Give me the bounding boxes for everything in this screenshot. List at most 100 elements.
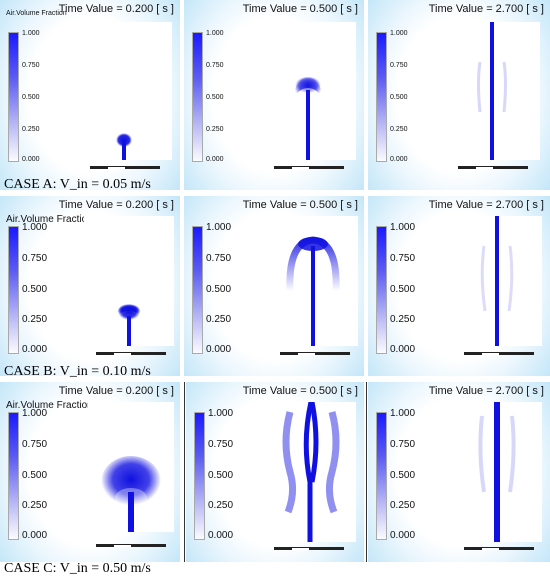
divider [366,382,367,562]
air-plume [478,402,516,542]
legend-tick: 1.000 [390,30,408,37]
legend-tick: 0.500 [22,470,48,481]
panel-case-c-t0200: Time Value = 0.200 [ s ] Air.Volume Frac… [0,382,180,562]
legend-tick: 1.000 [206,30,224,37]
legend-tick: 1.000 [22,30,40,37]
legend-tick: 0.000 [390,156,408,163]
time-label: Time Value = 0.200 [ s ] [58,3,174,15]
simulation-domain [88,402,174,532]
legend-tick: 0.750 [390,253,416,264]
legend-tick: 1.000 [208,408,234,419]
panel-case-b-t2700: Time Value = 2.700 [ s ] 1.000 0.750 0.5… [368,196,550,376]
legend-tick: 0.250 [208,500,234,511]
legend-tick: 1.000 [22,408,48,419]
air-plume [282,402,340,542]
time-label: Time Value = 2.700 [ s ] [428,385,544,397]
legend-tick: 0.500 [206,284,232,295]
legend-tick: 0.750 [390,62,408,69]
legend-tick: 0.000 [206,344,232,355]
panel-case-a-t0500: Time Value = 0.500 [ s ] 1.000 0.750 0.5… [184,0,364,190]
color-bar [194,412,205,540]
color-bar [8,226,19,354]
legend-tick: 1.000 [390,222,416,233]
scale-bar [96,352,166,355]
air-plume [116,133,132,160]
color-bar [192,226,203,354]
case-label: CASE B: V_in = 0.10 m/s [4,364,151,379]
legend-tick: 0.500 [390,94,408,101]
legend-tick: 0.250 [206,314,232,325]
legend-tick: 0.000 [22,530,48,541]
legend-tick: 0.000 [22,344,48,355]
legend-tick: 0.500 [22,94,40,101]
panel-case-b-t0200: Time Value = 0.200 [ s ] Air.Volume Frac… [0,196,180,376]
divider [184,382,185,562]
simulation-domain [444,22,540,160]
time-label: Time Value = 0.500 [ s ] [242,3,358,15]
air-plume [101,456,161,532]
legend-tick: 0.500 [390,470,416,481]
simulation-domain [76,22,172,160]
panel-case-a-t2700: Time Value = 2.700 [ s ] 1.000 0.750 0.5… [368,0,550,190]
simulation-domain [260,22,356,160]
scale-bar [96,544,166,547]
scale-bar [90,166,160,169]
air-plume [480,216,514,346]
simulation-domain [452,216,542,346]
legend-tick: 0.250 [22,500,48,511]
case-label: CASE A: V_in = 0.05 m/s [4,177,151,192]
case-label: CASE C: V_in = 0.50 m/s [4,561,151,576]
scale-bar [280,352,350,355]
color-bar [376,226,387,354]
color-bar [8,412,19,540]
legend-tick: 0.500 [22,284,48,295]
legend-tick: 0.000 [22,156,40,163]
scale-bar [274,166,344,169]
legend-tick: 0.000 [208,530,234,541]
legend-tick: 0.000 [390,530,416,541]
scale-bar [458,166,528,169]
panel-case-c-t0500: Time Value = 0.500 [ s ] 1.000 0.750 0.5… [186,382,364,562]
panel-case-c-t2700: Time Value = 2.700 [ s ] 1.000 0.750 0.5… [368,382,550,562]
panel-case-b-t0500: Time Value = 0.500 [ s ] 1.000 0.750 0.5… [184,196,364,376]
legend-tick: 1.000 [206,222,232,233]
legend-tick: 1.000 [390,408,416,419]
legend-tick: 0.750 [206,62,224,69]
legend-tick: 0.250 [390,500,416,511]
time-label: Time Value = 2.700 [ s ] [428,3,544,15]
air-plume [286,236,340,346]
simulation-domain [84,216,174,346]
legend-tick: 0.250 [390,314,416,325]
legend-tick: 0.250 [22,314,48,325]
scale-bar [464,352,534,355]
scale-bar [464,547,534,550]
legend-tick: 0.250 [390,126,408,133]
legend-tick: 0.000 [390,344,416,355]
legend-title: Air.Volume Fraction [6,10,67,17]
time-label: Time Value = 0.200 [ s ] [58,199,174,211]
legend-tick: 0.750 [390,439,416,450]
air-plume [294,77,322,160]
panel-case-a-t0200: Time Value = 0.200 [ s ] Air.Volume Frac… [0,0,180,190]
simulation-domain [268,216,358,346]
color-bar [192,32,203,162]
color-bar [376,412,387,540]
legend-tick: 0.500 [206,94,224,101]
legend-tick: 0.000 [206,156,224,163]
legend-title: Air.Volume Fraction [6,400,93,411]
time-label: Time Value = 0.500 [ s ] [242,199,358,211]
legend-tick: 0.500 [390,284,416,295]
time-label: Time Value = 0.200 [ s ] [58,385,174,397]
color-bar [376,32,387,162]
legend-tick: 0.750 [206,253,232,264]
legend-title: Air.Volume Fraction [6,214,93,225]
legend-tick: 0.750 [208,439,234,450]
legend-tick: 0.750 [22,439,48,450]
legend-tick: 0.250 [22,126,40,133]
legend-tick: 0.250 [206,126,224,133]
legend-tick: 0.500 [208,470,234,481]
time-label: Time Value = 0.500 [ s ] [242,385,358,397]
legend-tick: 1.000 [22,222,48,233]
simulation-domain [452,402,542,542]
color-bar [8,32,19,162]
